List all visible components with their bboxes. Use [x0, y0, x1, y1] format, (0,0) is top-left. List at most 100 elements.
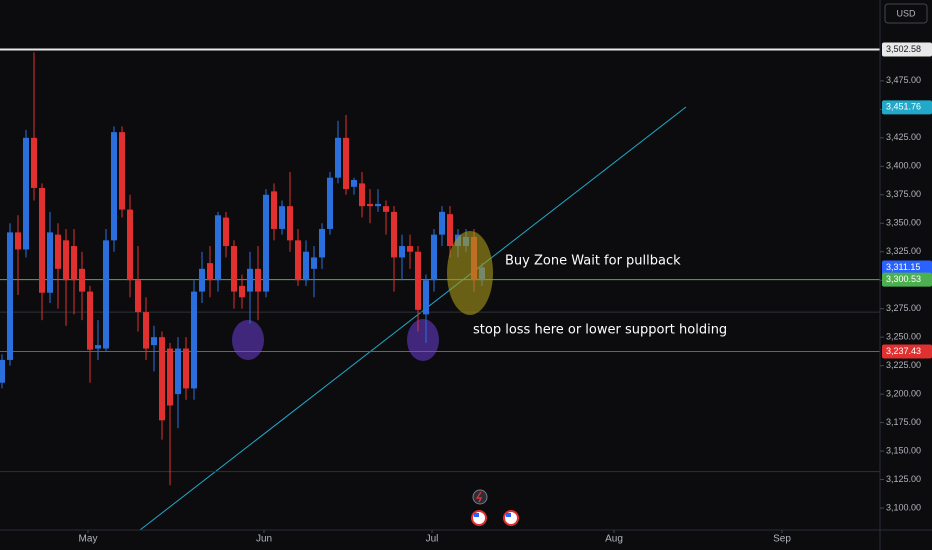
y-tick-label: 3,325.00 — [886, 246, 921, 256]
candle-body — [95, 345, 101, 349]
price-label: 3,300.53 — [886, 274, 921, 284]
y-tick-label: 3,100.00 — [886, 502, 921, 512]
candle-body — [319, 228, 325, 258]
candle-body — [383, 206, 389, 212]
currency-button[interactable] — [884, 3, 928, 24]
candle-body — [263, 194, 269, 292]
x-tick-label: Sep — [773, 534, 791, 545]
candle-body — [175, 348, 181, 395]
highlight-circle — [232, 320, 264, 360]
event-icons — [471, 489, 519, 526]
x-tick-label: Jun — [256, 534, 272, 545]
price-label: 3,451.76 — [886, 102, 921, 112]
y-tick-label: 3,125.00 — [886, 474, 921, 484]
price-label: 3,311.15 — [886, 262, 920, 272]
candle-body — [143, 312, 149, 349]
candle-body — [391, 211, 397, 258]
candles — [0, 52, 485, 486]
candle-body — [191, 291, 197, 389]
price-label-box — [882, 42, 932, 57]
y-tick-label: 3,225.00 — [886, 360, 921, 370]
candle-body — [15, 232, 21, 250]
candle-body — [79, 268, 85, 292]
candle-body — [287, 206, 293, 241]
x-tick-label: Aug — [605, 534, 623, 545]
candle-body — [111, 132, 117, 241]
candle-body — [239, 285, 245, 298]
plot-area — [0, 48, 880, 531]
currency-label: USD — [896, 8, 916, 18]
candle-body — [7, 232, 13, 360]
price-label-box — [882, 344, 932, 359]
price-label-box — [882, 260, 932, 275]
price-label: 3,237.43 — [886, 346, 921, 356]
candle-body — [167, 348, 173, 406]
trendline — [139, 106, 687, 531]
flag-icon — [474, 513, 479, 517]
candle-body — [31, 137, 37, 188]
candle-body — [159, 337, 165, 421]
candle-body — [367, 203, 373, 207]
y-tick-label: 3,400.00 — [886, 161, 921, 171]
x-tick-label: May — [79, 534, 98, 545]
highlight-circle — [407, 319, 439, 361]
candle-body — [87, 291, 93, 350]
y-tick-label: 3,425.00 — [886, 132, 921, 142]
candle-body — [119, 132, 125, 210]
candle-body — [199, 268, 205, 292]
annotation: Buy Zone Wait for pullback — [505, 254, 681, 269]
y-tick-label: 3,275.00 — [886, 303, 921, 313]
price-label: 3,502.58 — [886, 44, 921, 54]
candle-body — [279, 206, 285, 229]
event-icon — [475, 491, 483, 503]
candle-body — [431, 234, 437, 281]
candle-body — [447, 214, 453, 247]
y-tick-label: 3,200.00 — [886, 388, 921, 398]
candle-body — [39, 187, 45, 293]
candle-body — [231, 246, 237, 292]
candle-body — [359, 183, 365, 207]
y-tick-label: 3,350.00 — [886, 218, 921, 228]
candle-body — [0, 359, 5, 383]
candle-body — [127, 209, 133, 281]
candle-body — [55, 234, 61, 269]
y-tick-label: 3,175.00 — [886, 417, 921, 427]
candle-body — [351, 179, 357, 187]
candle-body — [439, 211, 445, 235]
x-tick-label: Jul — [426, 534, 439, 545]
candle-body — [415, 251, 421, 310]
candle-body — [303, 251, 309, 281]
buy-zone-circle — [447, 231, 493, 315]
candle-body — [103, 240, 109, 349]
candle-body — [23, 137, 29, 250]
y-tick-label: 3,375.00 — [886, 189, 921, 199]
price-label-box — [882, 272, 932, 287]
candle-body — [183, 348, 189, 389]
candle-body — [399, 246, 405, 258]
candle-body — [375, 203, 381, 207]
y-tick-label: 3,475.00 — [886, 75, 921, 85]
candle-body — [311, 257, 317, 269]
candle-body — [207, 263, 213, 281]
candle-body — [327, 177, 333, 229]
candle-body — [247, 268, 253, 292]
candle-body — [215, 215, 221, 281]
candle-body — [343, 137, 349, 190]
annotation: stop loss here or lower support holding — [473, 323, 727, 338]
candle-body — [63, 240, 69, 281]
flag-icon — [506, 513, 511, 517]
candle-body — [223, 217, 229, 247]
candle-body — [71, 246, 77, 281]
candle-body — [47, 232, 53, 293]
y-tick-label: 3,250.00 — [886, 332, 921, 342]
candle-body — [423, 280, 429, 315]
candle-body — [151, 337, 157, 346]
y-tick-label: 3,150.00 — [886, 445, 921, 455]
candle-body — [271, 191, 277, 229]
event-icon — [472, 489, 488, 505]
candle-body — [335, 137, 341, 178]
candle-body — [407, 246, 413, 252]
candle-body — [295, 240, 301, 281]
candle-body — [135, 280, 141, 313]
